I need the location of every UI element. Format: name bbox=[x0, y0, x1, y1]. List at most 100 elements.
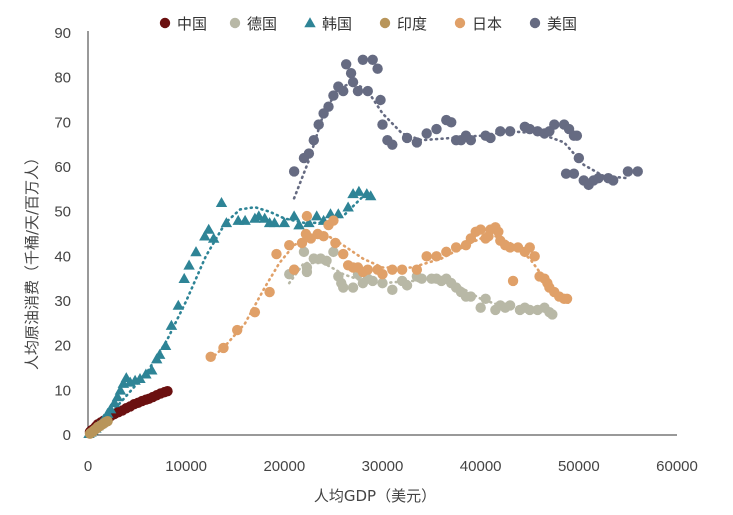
data-point bbox=[332, 208, 344, 219]
data-point bbox=[475, 224, 486, 235]
data-point bbox=[504, 242, 516, 253]
legend-marker bbox=[304, 17, 316, 28]
legend-marker bbox=[159, 17, 171, 29]
data-point bbox=[298, 246, 310, 258]
data-point bbox=[190, 246, 202, 257]
data-point bbox=[524, 304, 535, 316]
data-point bbox=[321, 255, 332, 266]
data-point bbox=[218, 342, 229, 354]
data-point bbox=[239, 214, 251, 225]
x-tick-label: 0 bbox=[84, 458, 92, 475]
data-point bbox=[377, 119, 388, 130]
data-point bbox=[367, 275, 378, 287]
trendline bbox=[209, 232, 571, 361]
data-point bbox=[203, 223, 215, 234]
data-point bbox=[205, 351, 216, 363]
data-point bbox=[377, 269, 388, 280]
data-point bbox=[342, 201, 354, 212]
data-point bbox=[328, 246, 339, 258]
data-point bbox=[493, 226, 504, 237]
data-point bbox=[372, 63, 383, 74]
data-point bbox=[153, 348, 166, 359]
data-point bbox=[362, 264, 373, 275]
data-point bbox=[387, 139, 398, 150]
data-point bbox=[475, 302, 486, 313]
data-point bbox=[607, 175, 619, 186]
data-point bbox=[561, 293, 573, 304]
data-point bbox=[549, 119, 560, 130]
data-point bbox=[367, 54, 378, 65]
data-point bbox=[338, 248, 349, 260]
data-point bbox=[411, 137, 423, 148]
data-points bbox=[83, 54, 643, 439]
data-point bbox=[264, 286, 275, 298]
x-axis-title: 人均GDP（美元） bbox=[314, 487, 436, 505]
data-point bbox=[308, 135, 319, 146]
data-point bbox=[387, 284, 398, 296]
data-point bbox=[249, 306, 261, 318]
x-tick-label: 20000 bbox=[263, 458, 305, 475]
series-group bbox=[284, 246, 558, 320]
data-point bbox=[507, 275, 519, 287]
data-point bbox=[165, 319, 178, 330]
data-point bbox=[215, 197, 228, 207]
data-point bbox=[140, 368, 152, 379]
data-point bbox=[485, 132, 496, 144]
y-tick-label: 70 bbox=[54, 114, 71, 131]
data-point bbox=[416, 273, 427, 284]
data-point bbox=[568, 168, 580, 179]
data-point bbox=[162, 386, 173, 397]
data-point bbox=[560, 168, 572, 179]
data-point bbox=[313, 119, 324, 130]
data-point bbox=[146, 364, 158, 375]
data-point bbox=[593, 172, 604, 184]
data-point bbox=[318, 231, 329, 242]
series-group bbox=[205, 210, 573, 363]
data-point bbox=[172, 299, 184, 310]
data-point bbox=[104, 403, 117, 414]
data-point bbox=[547, 309, 558, 320]
data-point bbox=[303, 148, 315, 159]
data-point bbox=[345, 68, 357, 79]
data-point bbox=[450, 242, 462, 253]
data-point bbox=[465, 291, 477, 302]
data-point bbox=[401, 132, 413, 144]
data-point bbox=[178, 272, 190, 283]
legend-label: 韩国 bbox=[322, 15, 352, 33]
series-group bbox=[84, 415, 113, 439]
data-point bbox=[303, 217, 315, 228]
data-point bbox=[114, 384, 127, 395]
legend-marker bbox=[529, 17, 541, 29]
data-point bbox=[288, 264, 300, 275]
x-tick-label: 30000 bbox=[362, 458, 404, 475]
data-point bbox=[524, 123, 535, 135]
data-point bbox=[288, 210, 300, 221]
data-point bbox=[232, 324, 243, 336]
x-tick-label: 10000 bbox=[165, 458, 207, 475]
y-tick-label: 20 bbox=[54, 338, 71, 355]
legend-label: 日本 bbox=[472, 15, 502, 33]
y-tick-label: 40 bbox=[54, 248, 71, 265]
data-point bbox=[220, 217, 233, 228]
data-point bbox=[431, 123, 442, 135]
data-point bbox=[377, 277, 388, 289]
data-point bbox=[495, 126, 506, 137]
y-tick-label: 30 bbox=[54, 293, 71, 310]
data-point bbox=[441, 246, 452, 258]
data-point bbox=[111, 391, 124, 402]
x-tick-label: 40000 bbox=[460, 458, 502, 475]
data-point bbox=[431, 251, 442, 262]
data-point bbox=[338, 282, 349, 293]
data-point bbox=[446, 117, 457, 128]
data-point bbox=[323, 101, 334, 112]
data-point bbox=[338, 85, 349, 97]
data-point bbox=[102, 415, 113, 427]
data-point bbox=[465, 135, 477, 146]
legend-label: 中国 bbox=[177, 15, 207, 33]
data-point bbox=[259, 212, 271, 223]
series-group bbox=[288, 54, 643, 191]
legend-marker bbox=[454, 17, 466, 29]
data-point bbox=[108, 397, 121, 408]
data-point bbox=[301, 210, 313, 222]
y-tick-label: 50 bbox=[54, 204, 71, 221]
